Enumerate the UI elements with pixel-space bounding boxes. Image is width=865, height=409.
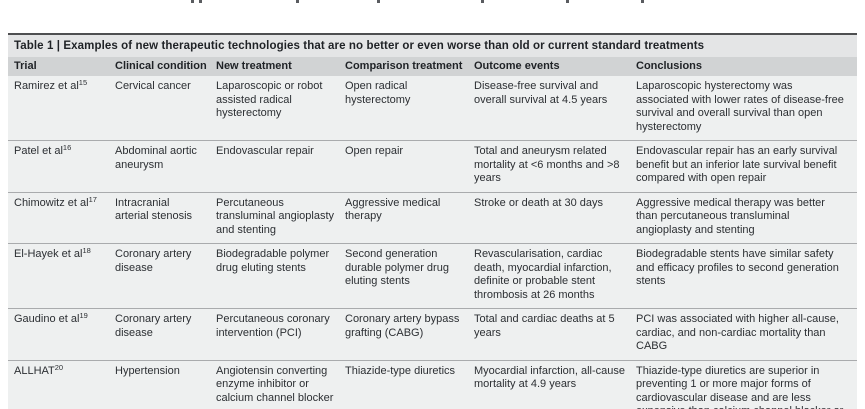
cell-conclusions: Biodegradable stents have similar safety… — [636, 243, 857, 309]
cell-outcome-events: Revascularisation, cardiac death, myocar… — [474, 243, 636, 309]
cell-comparison-treatment: Coronary artery bypass grafting (CABG) — [345, 308, 474, 361]
cell-comparison-treatment: Second generation durable polymer drug e… — [345, 243, 474, 309]
therapeutic-technologies-table: Trial Clinical condition New treatment C… — [8, 57, 857, 409]
table-row: Patel et al16 Abdominal aortic aneurysm … — [8, 140, 857, 193]
column-header-new-treatment: New treatment — [216, 57, 345, 76]
reference-superscript: 16 — [62, 143, 72, 152]
cell-new-treatment: Biodegradable polymer drug eluting stent… — [216, 243, 345, 309]
cell-clinical-condition: Coronary artery disease — [115, 243, 216, 309]
table-row: ALLHAT20 Hypertension Angiotensin conver… — [8, 360, 857, 409]
table-row: Chimowitz et al17 Intracranial arterial … — [8, 192, 857, 244]
cell-outcome-events: Myocardial infarction, all-cause mortali… — [474, 364, 626, 391]
cell-trial: ALLHAT20 — [8, 360, 115, 409]
cell-trial: Gaudino et al19 — [8, 308, 115, 361]
cell-clinical-condition: Abdominal aortic aneurysm — [115, 140, 216, 193]
reference-superscript: 20 — [54, 362, 64, 372]
table-row: Ramirez et al15 Cervical cancer Laparosc… — [8, 76, 857, 141]
cell-conclusions: Laparoscopic hysterectomy was associated… — [636, 76, 857, 141]
reference-superscript: 19 — [79, 311, 88, 320]
column-header-outcome-events: Outcome events — [474, 57, 636, 76]
cell-outcome-events: Total and aneurysm related mortality at … — [474, 140, 636, 193]
clipped-text-fragment — [0, 0, 865, 4]
cell-conclusions: Aggressive medical therapy was better th… — [636, 192, 857, 244]
cell-new-treatment: Percutaneous coronary intervention (PCI) — [216, 308, 345, 361]
trial-name: El-Hayek et al — [14, 248, 83, 260]
cell-comparison-treatment: Open repair — [345, 140, 474, 193]
trial-name: Patel et al — [14, 145, 63, 157]
cell-trial: El-Hayek et al18 — [8, 243, 115, 309]
column-header-conclusions: Conclusions — [636, 57, 857, 76]
header-row: Trial Clinical condition New treatment C… — [8, 57, 857, 76]
cell-outcome-events: Disease-free survival and overall surviv… — [474, 76, 636, 141]
reference-superscript: 15 — [78, 78, 88, 87]
reference-superscript: 18 — [82, 246, 91, 255]
column-header-trial: Trial — [8, 57, 115, 76]
table-row: Gaudino et al19 Coronary artery disease … — [8, 308, 857, 361]
cell-clinical-condition: Intracranial arterial stenosis — [115, 192, 216, 244]
cell-new-treatment: Angiotensin converting enzyme inhibitor … — [216, 364, 334, 404]
column-header-clinical-condition: Clinical condition — [115, 57, 216, 76]
cell-clinical-condition: Cervical cancer — [115, 76, 216, 141]
trial-name: ALLHAT — [14, 364, 55, 377]
cell-new-treatment: Endovascular repair — [216, 140, 345, 193]
cell-new-treatment: Percutaneous transluminal angioplasty an… — [216, 192, 345, 244]
column-header-comparison-treatment: Comparison treatment — [345, 57, 474, 76]
cell-comparison-treatment: Thiazide-type diuretics — [345, 364, 456, 377]
table-1: Table 1 | Examples of new therapeutic te… — [8, 33, 857, 409]
table-row: El-Hayek et al18 Coronary artery disease… — [8, 243, 857, 309]
cell-conclusions: Endovascular repair has an early surviva… — [636, 140, 857, 193]
cell-clinical-condition: Hypertension — [115, 364, 180, 377]
cell-trial: Patel et al16 — [8, 140, 115, 193]
cell-outcome-events: Stroke or death at 30 days — [474, 192, 636, 244]
cell-conclusions: Thiazide-type diuretics are superior in … — [636, 364, 843, 409]
reference-superscript: 17 — [88, 194, 97, 204]
trial-name: Gaudino et al — [14, 313, 80, 325]
cell-trial: Ramirez et al15 — [8, 76, 115, 141]
cell-conclusions: PCI was associated with higher all-cause… — [636, 308, 857, 361]
cell-new-treatment: Laparoscopic or robot assisted radical h… — [216, 76, 345, 141]
trial-name: Ramirez et al — [14, 80, 79, 92]
cell-comparison-treatment: Open radical hysterectomy — [345, 76, 474, 141]
cell-clinical-condition: Coronary artery disease — [115, 308, 216, 361]
cell-outcome-events: Total and cardiac deaths at 5 years — [474, 308, 636, 361]
cell-trial: Chimowitz et al17 — [8, 192, 115, 244]
trial-name: Chimowitz et al — [14, 196, 89, 209]
cell-comparison-treatment: Aggressive medical therapy — [345, 192, 474, 244]
table-title: Table 1 | Examples of new therapeutic te… — [8, 35, 857, 57]
